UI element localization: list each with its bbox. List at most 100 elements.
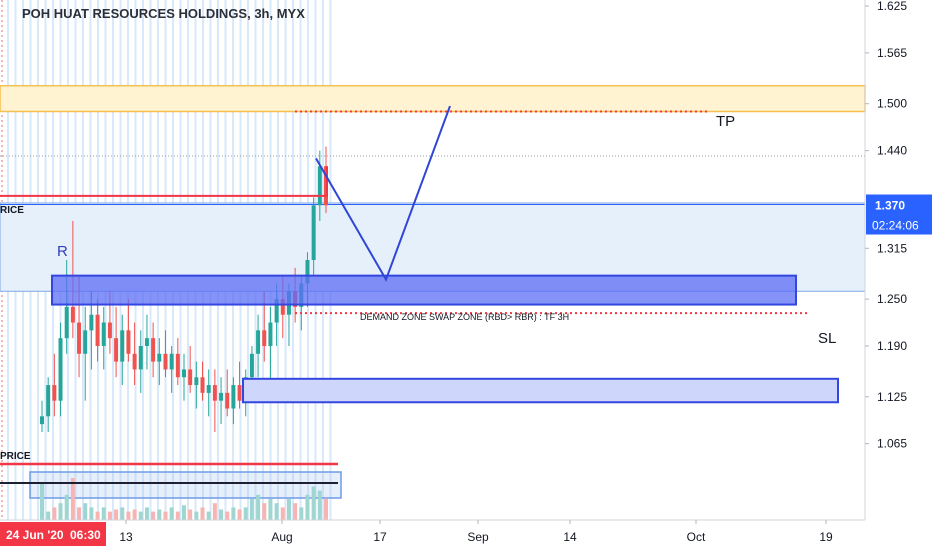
- candle[interactable]: [268, 322, 273, 346]
- volume-bar: [132, 509, 137, 520]
- volume-bar: [212, 503, 217, 520]
- volume-bar: [311, 486, 316, 520]
- candle[interactable]: [58, 338, 63, 401]
- price-tick-label: 1.440: [877, 144, 907, 158]
- price-tick-label: 1.125: [877, 390, 907, 404]
- volume-bar: [200, 507, 205, 520]
- candle[interactable]: [163, 353, 168, 370]
- candle[interactable]: [188, 369, 193, 386]
- volume-bar: [182, 505, 186, 520]
- candle[interactable]: [46, 385, 51, 417]
- candle[interactable]: [311, 205, 316, 261]
- label-tp: TP: [716, 113, 735, 130]
- volume-bar: [46, 511, 51, 520]
- volume-bar: [237, 509, 242, 520]
- volume-bar: [324, 499, 328, 520]
- volume-bar: [243, 507, 248, 520]
- volume-bar: [151, 511, 156, 520]
- candle[interactable]: [206, 385, 211, 393]
- candle[interactable]: [126, 330, 131, 354]
- candle[interactable]: [200, 377, 205, 393]
- candle[interactable]: [52, 385, 57, 401]
- candle[interactable]: [95, 314, 100, 346]
- volume-bar: [126, 511, 131, 520]
- current-price-label: 1.370: [875, 199, 905, 213]
- volume-bar: [89, 507, 94, 520]
- date-tag-time: 06:30: [70, 528, 101, 542]
- price-tag: [866, 194, 932, 215]
- volume-bar: [206, 511, 211, 520]
- time-tick-label: 17: [373, 530, 387, 544]
- candle[interactable]: [70, 306, 75, 323]
- candle[interactable]: [194, 377, 199, 386]
- candle[interactable]: [225, 392, 230, 409]
- time-tick-label: Sep: [467, 530, 489, 544]
- candle[interactable]: [144, 338, 149, 346]
- demand-zone[interactable]: [51, 274, 797, 306]
- demand-zone-lower[interactable]: [242, 377, 839, 404]
- price-tick-label: 1.250: [877, 292, 907, 306]
- volume-bar: [219, 509, 224, 520]
- volume-bar: [58, 503, 63, 520]
- candle[interactable]: [77, 322, 82, 354]
- label-r: R: [57, 243, 68, 260]
- volume-bar: [225, 511, 230, 520]
- candle[interactable]: [101, 322, 106, 346]
- date-tag-date: 24 Jun '20: [6, 528, 64, 542]
- candle[interactable]: [175, 353, 180, 378]
- volume-bar: [163, 511, 168, 520]
- price-tick-label: 1.190: [877, 339, 907, 353]
- volume-bar: [101, 507, 106, 520]
- candle[interactable]: [280, 299, 285, 315]
- candle[interactable]: [212, 385, 217, 401]
- candle[interactable]: [262, 330, 267, 346]
- volume-bar: [120, 507, 125, 520]
- volume-bar: [231, 507, 236, 520]
- tp-band: [0, 84, 866, 113]
- time-tick-label: 14: [563, 530, 577, 544]
- volume-bar: [144, 507, 149, 520]
- price-tick-label: 1.500: [877, 97, 907, 111]
- candle[interactable]: [157, 353, 162, 362]
- candle[interactable]: [182, 369, 186, 378]
- candle[interactable]: [237, 385, 242, 401]
- volume-bar: [188, 509, 193, 520]
- zone-label: DEMAND ZONE SWAP ZONE (RBD> RBR) : TF 3H: [360, 312, 569, 322]
- date-tag: [0, 522, 106, 546]
- candle[interactable]: [64, 306, 69, 339]
- candle[interactable]: [274, 299, 279, 323]
- price-tick-label: 1.065: [877, 437, 907, 451]
- candle[interactable]: [219, 392, 224, 401]
- candle[interactable]: [132, 353, 137, 370]
- volume-bar: [95, 511, 100, 520]
- volume-bar: [138, 511, 143, 520]
- candle[interactable]: [40, 416, 44, 425]
- label-sl: SL: [818, 330, 836, 347]
- candle[interactable]: [120, 330, 125, 362]
- volume-bar: [317, 490, 322, 520]
- candle[interactable]: [83, 330, 88, 354]
- volume-bar: [262, 503, 267, 520]
- candle[interactable]: [305, 260, 310, 284]
- volume-bar: [268, 499, 273, 520]
- label-price-upper: RICE: [0, 205, 24, 216]
- chart-title: POH HUAT RESOURCES HOLDINGS, 3h, MYX: [22, 6, 305, 21]
- candle[interactable]: [256, 330, 261, 354]
- candle[interactable]: [89, 314, 94, 331]
- price-tick-label: 1.315: [877, 241, 907, 255]
- candle[interactable]: [114, 338, 119, 362]
- volume-bar: [83, 503, 88, 520]
- countdown-tag: [866, 214, 932, 235]
- candle[interactable]: [231, 385, 236, 409]
- label-price-lower: PRICE: [0, 451, 31, 462]
- candle[interactable]: [151, 338, 156, 362]
- candle[interactable]: [138, 345, 143, 370]
- volume-bar: [293, 503, 298, 520]
- candle[interactable]: [107, 322, 112, 339]
- volume-bar: [169, 507, 174, 520]
- candle[interactable]: [169, 353, 174, 370]
- time-tick-label: 13: [119, 530, 133, 544]
- candle[interactable]: [317, 166, 322, 206]
- candle[interactable]: [249, 353, 254, 378]
